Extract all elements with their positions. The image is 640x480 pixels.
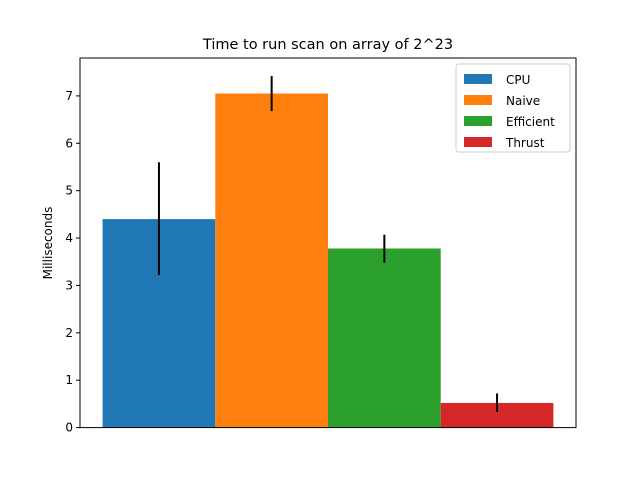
legend-label-efficient: Efficient <box>506 115 555 129</box>
y-tick-label: 6 <box>65 136 73 150</box>
bar-naive <box>215 93 328 428</box>
legend-label-naive: Naive <box>506 94 540 108</box>
bar-efficient <box>328 248 441 428</box>
legend-swatch-cpu <box>464 74 492 84</box>
y-tick-label: 2 <box>65 326 73 340</box>
legend-swatch-naive <box>464 95 492 105</box>
legend-swatch-thrust <box>464 137 492 147</box>
error-bars-group <box>157 76 499 412</box>
bars-group <box>102 93 554 428</box>
legend-swatch-efficient <box>464 116 492 126</box>
y-tick-label: 0 <box>65 421 73 435</box>
plot-frame <box>79 57 577 429</box>
y-axis: 0 1 2 3 4 5 6 7 <box>65 89 80 435</box>
legend-box <box>455 63 571 153</box>
legend-label-cpu: CPU <box>506 73 530 87</box>
y-axis-label: Milliseconds <box>41 207 55 280</box>
y-tick-label: 4 <box>65 231 73 245</box>
y-tick-label: 7 <box>65 89 73 103</box>
legend-label-thrust: Thrust <box>505 136 545 150</box>
y-tick-label: 1 <box>65 373 73 387</box>
legend: CPU Naive Efficient Thrust <box>455 63 571 153</box>
y-tick-label: 3 <box>65 278 73 292</box>
chart-title: Time to run scan on array of 2^23 <box>202 37 453 53</box>
y-tick-label: 5 <box>65 184 73 198</box>
